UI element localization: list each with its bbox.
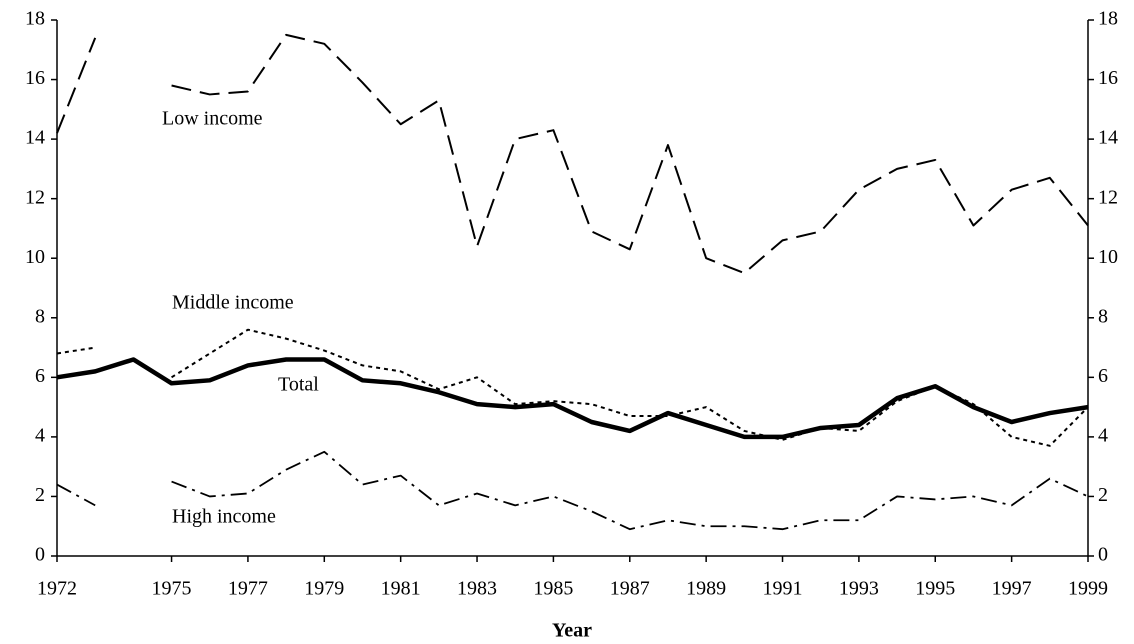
line-series: [56, 33, 1089, 275]
series-label: High income: [172, 506, 276, 528]
x-tick-label: 1991: [763, 578, 803, 600]
y-tick-label: 6: [35, 365, 45, 387]
x-tick-label: 1983: [457, 578, 497, 600]
x-tick-label: 1995: [915, 578, 955, 600]
x-tick-label: 1997: [992, 578, 1032, 600]
series-label: Total: [278, 374, 319, 396]
y-tick-label: 16: [25, 67, 45, 89]
line-series: [56, 450, 1089, 531]
y-tick-label: 14: [25, 127, 45, 149]
x-tick-label: 1979: [304, 578, 344, 600]
x-tick-label: 1981: [381, 578, 421, 600]
x-axis-label: Year: [552, 620, 592, 642]
x-tick-label: 1977: [228, 578, 268, 600]
y2-tick-label: 16: [1098, 67, 1118, 89]
y2-tick-label: 4: [1098, 424, 1108, 446]
y2-tick-label: 14: [1098, 127, 1118, 149]
y-tick-label: 2: [35, 484, 45, 506]
y2-tick-label: 0: [1098, 544, 1108, 566]
series-label: Low income: [162, 108, 263, 130]
x-tick-label: 1999: [1068, 578, 1108, 600]
y2-tick-label: 10: [1098, 246, 1118, 268]
y2-tick-label: 8: [1098, 305, 1108, 327]
x-tick-label: 1989: [686, 578, 726, 600]
y-tick-label: 8: [35, 305, 45, 327]
series-label: Middle income: [172, 292, 294, 314]
y-tick-label: 10: [25, 246, 45, 268]
line-series: [56, 328, 1089, 447]
x-tick-label: 1972: [37, 578, 77, 600]
y-tick-label: 0: [35, 544, 45, 566]
y2-tick-label: 2: [1098, 484, 1108, 506]
y-tick-label: 12: [25, 186, 45, 208]
x-tick-label: 1987: [610, 578, 650, 600]
x-tick-label: 1985: [533, 578, 573, 600]
x-tick-label: 1993: [839, 578, 879, 600]
y2-tick-label: 6: [1098, 365, 1108, 387]
y-tick-label: 18: [25, 8, 45, 30]
y2-tick-label: 12: [1098, 186, 1118, 208]
y-tick-label: 4: [35, 424, 45, 446]
y2-tick-label: 18: [1098, 8, 1118, 30]
x-tick-label: 1975: [152, 578, 192, 600]
line-series: [56, 357, 1089, 440]
